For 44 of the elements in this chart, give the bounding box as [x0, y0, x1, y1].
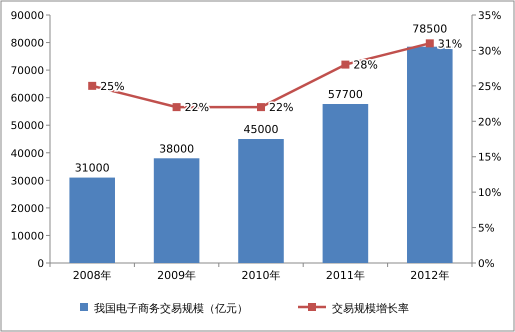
y-tick-label: 90000: [10, 10, 44, 22]
y-tick-label: 0: [37, 258, 44, 270]
point: [172, 103, 181, 112]
point: [88, 82, 96, 90]
y2-tick-label: 15%: [478, 152, 502, 164]
y2-tick-label: 0%: [478, 258, 495, 270]
x-tick-label: 2012年: [410, 269, 450, 282]
y-tick-label: 40000: [10, 148, 44, 160]
point: [426, 39, 434, 48]
y-tick-label: 30000: [10, 175, 44, 188]
data-label: 45000: [244, 123, 278, 136]
legend-label: 交易规模增长率: [332, 302, 409, 315]
y-tick-label: 20000: [10, 202, 44, 215]
data-label: 22%: [269, 101, 294, 114]
bar: [69, 178, 115, 263]
y2-tick-label: 5%: [478, 222, 495, 235]
bar: [322, 104, 368, 263]
x-tick-label: 2008年: [72, 269, 112, 282]
y-tick-label: 80000: [10, 38, 44, 50]
y-tick-label: 70000: [10, 65, 44, 78]
point: [341, 60, 350, 69]
y-tick-label: 60000: [10, 92, 44, 105]
data-label: 57700: [328, 88, 363, 102]
data-label: 28%: [353, 58, 378, 72]
y2-tick-label: 25%: [478, 80, 502, 93]
point: [257, 103, 265, 112]
x-tick-label: 2011年: [326, 269, 365, 282]
legend-label: 我国电子商务交易规模（亿元）: [94, 302, 248, 315]
y2-tick-label: 10%: [478, 187, 502, 200]
data-label: 25%: [100, 80, 125, 93]
bar: [238, 139, 284, 263]
x-tick-label: 2010年: [242, 269, 280, 282]
bar: [407, 46, 453, 263]
data-label: 31000: [74, 162, 110, 175]
data-label: 31%: [438, 37, 462, 50]
y2-tick-label: 35%: [478, 10, 502, 22]
data-label: 78500: [412, 22, 448, 36]
x-tick-label: 2009年: [157, 269, 196, 282]
y-tick-label: 50000: [10, 120, 44, 132]
bar: [154, 158, 200, 263]
data-label: 38000: [159, 142, 194, 156]
y2-tick-label: 30%: [478, 45, 502, 58]
y-tick-label: 10000: [10, 230, 44, 242]
y2-tick-label: 20%: [478, 116, 502, 128]
